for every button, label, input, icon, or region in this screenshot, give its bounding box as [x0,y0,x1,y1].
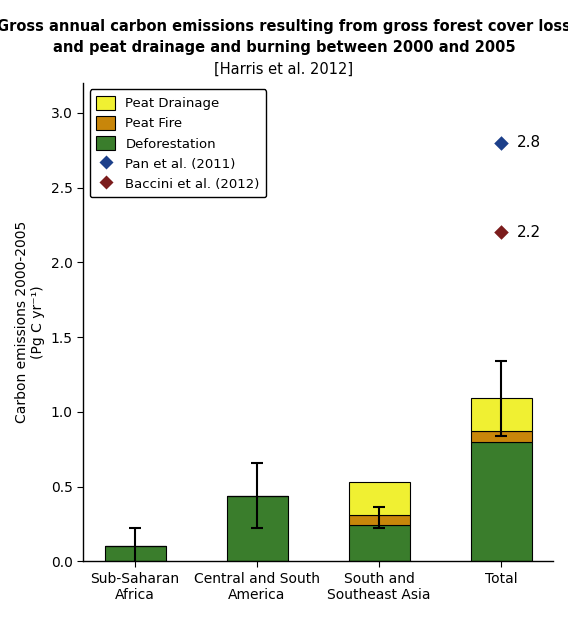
Text: Gross annual carbon emissions resulting from gross forest cover loss: Gross annual carbon emissions resulting … [0,19,568,33]
Bar [105,547,165,561]
Bar [227,495,287,561]
Text: [Harris et al. 2012]: [Harris et al. 2012] [215,62,353,77]
Y-axis label: Carbon emissions 2000-2005
(Pg C yr⁻¹): Carbon emissions 2000-2005 (Pg C yr⁻¹) [15,221,45,423]
Text: and peat drainage and burning between 2000 and 2005: and peat drainage and burning between 20… [53,40,515,55]
Bar [349,515,410,526]
Legend: Peat Drainage, Peat Fire, Deforestation, Pan et al. (2011), Baccini et al. (2012: Peat Drainage, Peat Fire, Deforestation,… [90,89,266,197]
Bar [471,442,532,561]
Text: 2.2: 2.2 [517,225,541,240]
Text: 2.8: 2.8 [517,135,541,150]
Bar [471,431,532,442]
Point [496,138,506,147]
Bar [349,482,410,515]
Point [496,228,506,238]
Bar [349,526,410,561]
Bar [471,399,532,431]
